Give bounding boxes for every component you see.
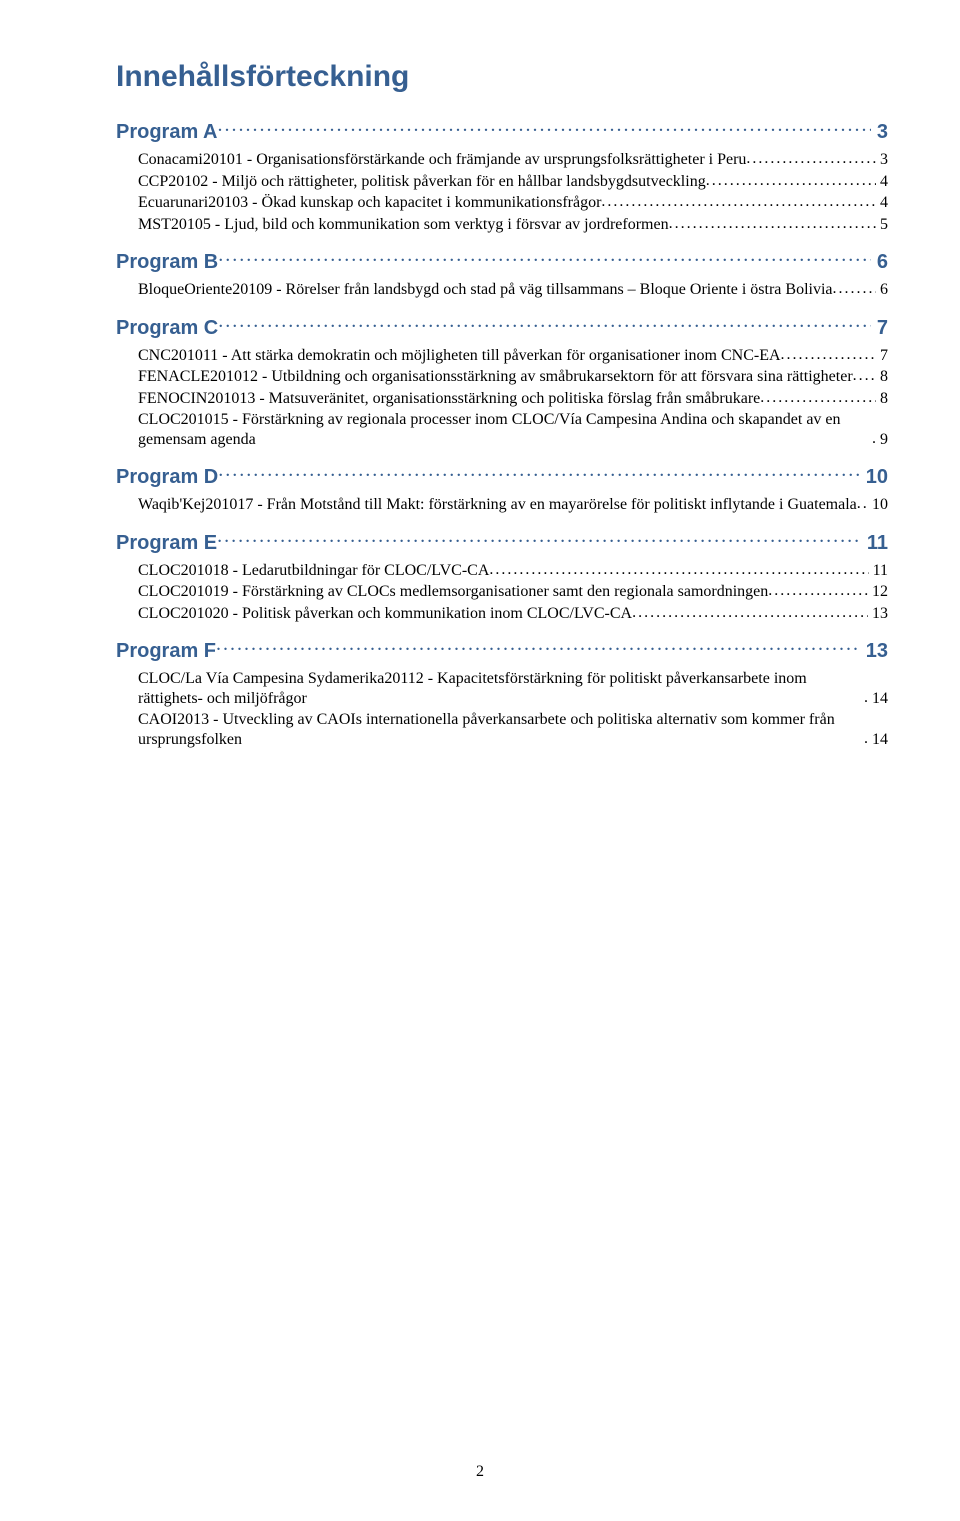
- program-label: Program B: [116, 251, 218, 274]
- toc-entry-page: 4: [876, 172, 888, 192]
- toc-entry[interactable]: CNC201011 - Att stärka demokratin och mö…: [138, 346, 888, 366]
- toc-entry-text: CCP20102 - Miljö och rättigheter, politi…: [138, 172, 706, 192]
- dot-leader: [601, 197, 876, 213]
- dot-leader: [864, 692, 868, 708]
- dot-leader: [872, 433, 876, 449]
- program-page: 7: [871, 317, 888, 340]
- program-label: Program E: [116, 532, 217, 555]
- toc-entry-page: 14: [868, 689, 888, 709]
- toc-entry-page: 14: [868, 730, 888, 750]
- toc-entry[interactable]: Waqib'Kej201017 - Från Motstånd till Mak…: [138, 495, 888, 515]
- toc-entry-page: 3: [876, 150, 888, 170]
- program-page: 13: [860, 640, 888, 663]
- program-label: Program F: [116, 640, 216, 663]
- toc-entry-text: CLOC201015 - Förstärkning av regionala p…: [138, 410, 872, 449]
- dot-leader: [216, 637, 860, 657]
- toc-entry-text: MST20105 - Ljud, bild och kommunikation …: [138, 215, 669, 235]
- toc-entry-page: 13: [868, 604, 888, 624]
- toc-entry-page: 11: [869, 561, 888, 581]
- program-label: Program D: [116, 466, 218, 489]
- dot-leader: [833, 284, 876, 300]
- program-heading[interactable]: Program A 3: [116, 118, 888, 144]
- dot-leader: [864, 733, 868, 749]
- program-heading[interactable]: Program B 6: [116, 248, 888, 274]
- toc-entry[interactable]: FENACLE201012 - Utbildning och organisat…: [138, 367, 888, 387]
- toc-entry-page: 10: [868, 495, 888, 515]
- toc-entry-text: CLOC/La Vía Campesina Sydamerika20112 - …: [138, 669, 864, 708]
- program-page: 3: [871, 121, 888, 144]
- program-entries: BloqueOriente20109 - Rörelser från lands…: [116, 280, 888, 300]
- dot-leader: [218, 314, 871, 334]
- program-page: 6: [871, 251, 888, 274]
- toc-entry-text: Ecuarunari20103 - Ökad kunskap och kapac…: [138, 193, 601, 213]
- program-entries: CNC201011 - Att stärka demokratin och mö…: [116, 346, 888, 450]
- program-heading[interactable]: Program C 7: [116, 314, 888, 340]
- toc: Program A 3 Conacami20101 - Organisations…: [116, 118, 888, 749]
- toc-entry-page: 4: [876, 193, 888, 213]
- toc-entry[interactable]: CLOC/La Vía Campesina Sydamerika20112 - …: [138, 669, 888, 708]
- toc-entry-page: 9: [876, 430, 888, 450]
- program-page: 11: [861, 532, 888, 555]
- toc-entry-text: CLOC201018 - Ledarutbildningar för CLOC/…: [138, 561, 489, 581]
- dot-leader: [706, 175, 876, 191]
- dot-leader: [669, 218, 876, 234]
- toc-entry-text: BloqueOriente20109 - Rörelser från lands…: [138, 280, 833, 300]
- toc-entry-text: Waqib'Kej201017 - Från Motstånd till Mak…: [138, 495, 857, 515]
- toc-entry-page: 7: [876, 346, 888, 366]
- toc-entry-page: 8: [876, 389, 888, 409]
- toc-entry-page: 12: [868, 582, 888, 602]
- toc-entry[interactable]: Ecuarunari20103 - Ökad kunskap och kapac…: [138, 193, 888, 213]
- dot-leader: [853, 371, 876, 387]
- toc-entry-page: 6: [876, 280, 888, 300]
- program-heading[interactable]: Program E 11: [116, 529, 888, 555]
- page-number: 2: [0, 1463, 960, 1481]
- toc-entry-page: 8: [876, 367, 888, 387]
- page: Innehållsförteckning Program A 3 Conacami…: [0, 0, 960, 1521]
- program-entries: Waqib'Kej201017 - Från Motstånd till Mak…: [116, 495, 888, 515]
- dot-leader: [857, 499, 868, 515]
- program-label: Program C: [116, 317, 218, 340]
- dot-leader: [746, 154, 876, 170]
- toc-entry[interactable]: FENOCIN201013 - Matsuveränitet, organisa…: [138, 389, 888, 409]
- dot-leader: [218, 118, 871, 138]
- program-entries: Conacami20101 - Organisationsförstärkand…: [116, 150, 888, 234]
- toc-entry-text: CAOI2013 - Utveckling av CAOIs internati…: [138, 710, 864, 749]
- toc-entry[interactable]: BloqueOriente20109 - Rörelser från lands…: [138, 280, 888, 300]
- program-heading[interactable]: Program F 13: [116, 637, 888, 663]
- toc-entry-text: CNC201011 - Att stärka demokratin och mö…: [138, 346, 781, 366]
- dot-leader: [218, 463, 860, 483]
- toc-entry-text: CLOC201019 - Förstärkning av CLOCs medle…: [138, 582, 768, 602]
- toc-entry[interactable]: CAOI2013 - Utveckling av CAOIs internati…: [138, 710, 888, 749]
- toc-entry[interactable]: CLOC201015 - Förstärkning av regionala p…: [138, 410, 888, 449]
- toc-entry-page: 5: [876, 215, 888, 235]
- toc-entry[interactable]: CLOC201020 - Politisk påverkan och kommu…: [138, 604, 888, 624]
- program-label: Program A: [116, 121, 218, 144]
- dot-leader: [217, 529, 861, 549]
- program-entries: CLOC201018 - Ledarutbildningar för CLOC/…: [116, 561, 888, 624]
- program-entries: CLOC/La Vía Campesina Sydamerika20112 - …: [116, 669, 888, 749]
- dot-leader: [632, 607, 868, 623]
- toc-entry[interactable]: CCP20102 - Miljö och rättigheter, politi…: [138, 172, 888, 192]
- toc-entry-text: CLOC201020 - Politisk påverkan och kommu…: [138, 604, 632, 624]
- dot-leader: [760, 392, 876, 408]
- toc-entry[interactable]: Conacami20101 - Organisationsförstärkand…: [138, 150, 888, 170]
- program-page: 10: [860, 466, 888, 489]
- program-heading[interactable]: Program D 10: [116, 463, 888, 489]
- toc-entry-text: FENOCIN201013 - Matsuveränitet, organisa…: [138, 389, 760, 409]
- toc-entry[interactable]: MST20105 - Ljud, bild och kommunikation …: [138, 215, 888, 235]
- toc-entry[interactable]: CLOC201019 - Förstärkning av CLOCs medle…: [138, 582, 888, 602]
- dot-leader: [218, 248, 871, 268]
- toc-entry[interactable]: CLOC201018 - Ledarutbildningar för CLOC/…: [138, 561, 888, 581]
- toc-entry-text: Conacami20101 - Organisationsförstärkand…: [138, 150, 746, 170]
- toc-entry-text: FENACLE201012 - Utbildning och organisat…: [138, 367, 853, 387]
- dot-leader: [489, 564, 868, 580]
- dot-leader: [781, 349, 876, 365]
- dot-leader: [768, 586, 868, 602]
- page-title: Innehållsförteckning: [116, 60, 888, 94]
